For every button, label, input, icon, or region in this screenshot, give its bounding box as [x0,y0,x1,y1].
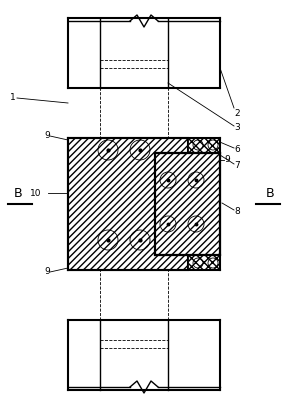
Text: 7: 7 [234,162,240,171]
Bar [188,138,220,153]
Text: 8: 8 [234,208,240,217]
Text: 10: 10 [30,188,41,197]
Text: B: B [266,187,274,200]
Text: 9: 9 [44,268,50,277]
Text: B: B [14,187,22,200]
Bar [155,153,220,255]
Bar [68,138,188,270]
Text: 3: 3 [234,124,240,133]
Text: 1: 1 [10,93,16,102]
Text: 9: 9 [44,131,50,140]
Bar [188,255,220,270]
Text: 6: 6 [234,146,240,155]
Text: 2: 2 [234,109,240,118]
Text: 9: 9 [224,155,230,164]
